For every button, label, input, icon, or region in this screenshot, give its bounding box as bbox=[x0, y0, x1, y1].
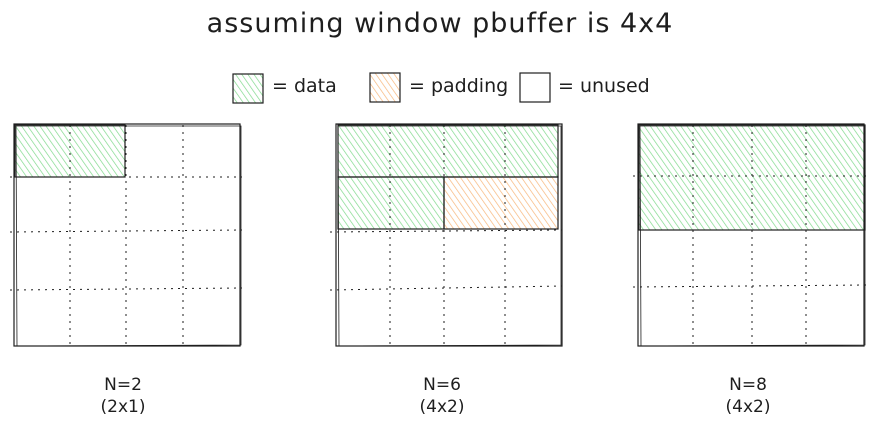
caption-count: N=2 bbox=[104, 375, 142, 395]
grid-outline bbox=[13, 123, 242, 347]
block-data bbox=[337, 124, 559, 178]
grid-n8 bbox=[632, 123, 867, 347]
legend-label-padding: = padding bbox=[409, 75, 509, 97]
grid-dotted-lines bbox=[9, 125, 243, 347]
caption-n2: N=2 (2x1) bbox=[43, 374, 203, 418]
caption-n8: N=8 (4x2) bbox=[668, 374, 828, 418]
caption-count: N=6 bbox=[423, 375, 461, 395]
legend-swatch-data bbox=[232, 73, 264, 104]
legend-label-data: = data bbox=[272, 75, 337, 97]
grid-n2 bbox=[9, 123, 243, 347]
block-padding bbox=[443, 176, 559, 230]
caption-dims: (4x2) bbox=[419, 397, 465, 417]
block-data bbox=[337, 176, 445, 230]
caption-dims: (4x2) bbox=[725, 397, 771, 417]
caption-dims: (2x1) bbox=[100, 397, 146, 417]
legend-swatch-padding bbox=[369, 72, 401, 103]
grid-n6 bbox=[329, 123, 563, 347]
grid-outline bbox=[637, 123, 866, 347]
caption-n6: N=6 (4x2) bbox=[362, 374, 522, 418]
grid-dotted-lines bbox=[632, 125, 867, 347]
diagram-title: assuming window pbuffer is 4x4 bbox=[206, 8, 674, 39]
grid-dotted-lines bbox=[329, 125, 563, 347]
grid-outline bbox=[335, 123, 563, 347]
legend-swatch-unused bbox=[519, 72, 551, 103]
caption-count: N=8 bbox=[729, 375, 767, 395]
legend-label-unused: = unused bbox=[558, 75, 650, 97]
